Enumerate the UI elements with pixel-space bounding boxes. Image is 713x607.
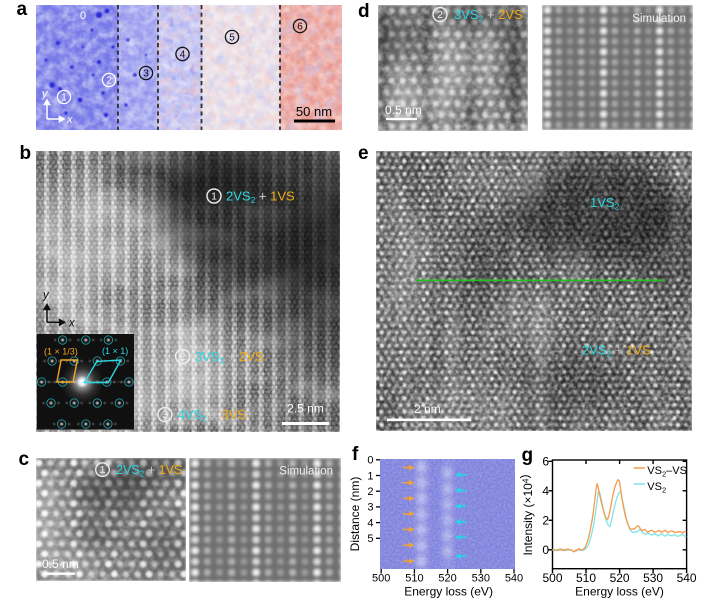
svg-text:3: 3 [143, 69, 149, 80]
svg-text:510: 510 [576, 571, 596, 585]
svg-text:0.5 nm: 0.5 nm [385, 103, 422, 117]
svg-text:Distance (nm): Distance (nm) [350, 477, 362, 552]
svg-text:2VS2 + 1VS: 2VS2 + 1VS [226, 189, 295, 206]
svg-text:0: 0 [80, 10, 86, 22]
svg-text:2: 2 [180, 351, 186, 363]
svg-text:VS2: VS2 [647, 481, 666, 495]
svg-text:50 nm: 50 nm [296, 104, 332, 119]
svg-text:x: x [68, 318, 76, 330]
svg-text:3VS2 + 2VS: 3VS2 + 2VS [195, 349, 264, 366]
svg-text:VS2–VS: VS2–VS [647, 465, 687, 479]
svg-text:530: 530 [472, 572, 490, 584]
svg-text:6: 6 [542, 455, 549, 469]
svg-text:1VS2: 1VS2 [590, 195, 620, 212]
svg-text:500: 500 [542, 571, 562, 585]
svg-text:0: 0 [542, 543, 549, 557]
svg-text:y: y [42, 290, 50, 302]
svg-text:(1 × 1/3): (1 × 1/3) [44, 347, 78, 357]
svg-text:Intensity (×104): Intensity (×104) [520, 474, 535, 555]
svg-text:510: 510 [405, 572, 423, 584]
svg-text:2: 2 [367, 486, 373, 498]
svg-text:5: 5 [229, 33, 235, 44]
svg-text:540: 540 [677, 571, 697, 585]
svg-text:4VS2 + 3VS: 4VS2 + 3VS [178, 407, 247, 424]
svg-text:520: 520 [610, 571, 630, 585]
svg-text:2VS2 + 1VS: 2VS2 + 1VS [116, 463, 182, 479]
svg-text:3: 3 [162, 409, 168, 421]
svg-text:2 nm: 2 nm [414, 402, 441, 416]
svg-text:Energy loss (eV): Energy loss (eV) [404, 585, 493, 599]
svg-text:y: y [41, 88, 49, 100]
svg-text:2: 2 [542, 514, 549, 528]
svg-text:520: 520 [438, 572, 456, 584]
svg-text:2: 2 [437, 9, 443, 21]
svg-text:Simulation: Simulation [279, 466, 333, 478]
svg-text:Energy loss (eV): Energy loss (eV) [575, 585, 664, 599]
svg-text:1: 1 [211, 191, 217, 203]
svg-text:3: 3 [367, 502, 373, 514]
svg-text:0: 0 [367, 455, 373, 467]
svg-text:4: 4 [542, 484, 549, 498]
svg-text:500: 500 [372, 572, 390, 584]
svg-text:0.5 nm: 0.5 nm [42, 557, 79, 571]
svg-text:2.5 nm: 2.5 nm [287, 402, 324, 416]
svg-text:1: 1 [367, 470, 373, 482]
svg-text:(1 × 1): (1 × 1) [102, 346, 128, 356]
svg-text:530: 530 [643, 571, 663, 585]
svg-text:1: 1 [100, 464, 106, 476]
svg-text:1: 1 [61, 93, 67, 104]
svg-text:Simulation: Simulation [632, 13, 686, 25]
svg-text:2: 2 [106, 76, 112, 87]
svg-text:2VS2 + 1VS: 2VS2 + 1VS [582, 343, 651, 360]
svg-text:6: 6 [297, 22, 303, 33]
svg-text:x: x [66, 114, 73, 126]
svg-text:5: 5 [367, 533, 373, 545]
svg-text:3VS2 + 2VS: 3VS2 + 2VS [454, 7, 523, 24]
svg-text:4: 4 [367, 517, 373, 529]
svg-text:540: 540 [505, 572, 523, 584]
svg-text:4: 4 [180, 50, 186, 61]
